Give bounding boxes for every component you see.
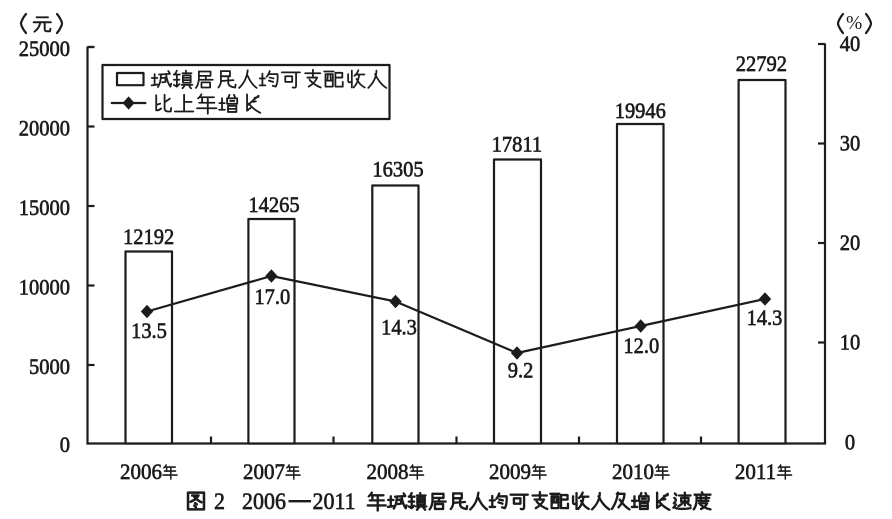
svg-text:2: 2: [214, 489, 225, 515]
svg-text:9.2: 9.2: [508, 358, 534, 383]
svg-text:10000: 10000: [19, 275, 70, 300]
svg-text:17.0: 17.0: [254, 284, 290, 309]
svg-text:17811: 17811: [492, 132, 542, 157]
svg-text:%: %: [846, 13, 862, 34]
svg-text:20: 20: [840, 230, 860, 255]
svg-text:2011: 2011: [313, 489, 356, 515]
svg-text:16305: 16305: [372, 157, 423, 182]
svg-text:2008: 2008: [367, 460, 409, 485]
svg-text:14265: 14265: [248, 192, 299, 217]
svg-text:2006: 2006: [120, 460, 162, 485]
svg-text:2009: 2009: [489, 460, 531, 485]
svg-text:2011: 2011: [735, 460, 776, 485]
svg-text:30: 30: [840, 131, 860, 156]
svg-text:19946: 19946: [615, 98, 666, 123]
svg-text:10: 10: [840, 330, 860, 355]
svg-text:2010: 2010: [612, 460, 654, 485]
svg-text:2007: 2007: [243, 460, 285, 485]
svg-text:14.3: 14.3: [381, 315, 417, 340]
svg-text:13.5: 13.5: [131, 318, 167, 343]
svg-text:20000: 20000: [19, 116, 70, 141]
svg-text:22792: 22792: [736, 51, 787, 76]
svg-text:12.0: 12.0: [623, 333, 659, 358]
svg-text:40: 40: [840, 31, 860, 56]
svg-text:15000: 15000: [19, 195, 70, 220]
svg-text:0: 0: [845, 430, 855, 455]
svg-text:2006: 2006: [242, 489, 286, 515]
svg-text:5000: 5000: [29, 354, 70, 379]
svg-text:12192: 12192: [123, 224, 174, 249]
svg-text:0: 0: [60, 432, 70, 457]
svg-text:14.3: 14.3: [747, 305, 783, 330]
svg-text:25000: 25000: [19, 36, 70, 61]
